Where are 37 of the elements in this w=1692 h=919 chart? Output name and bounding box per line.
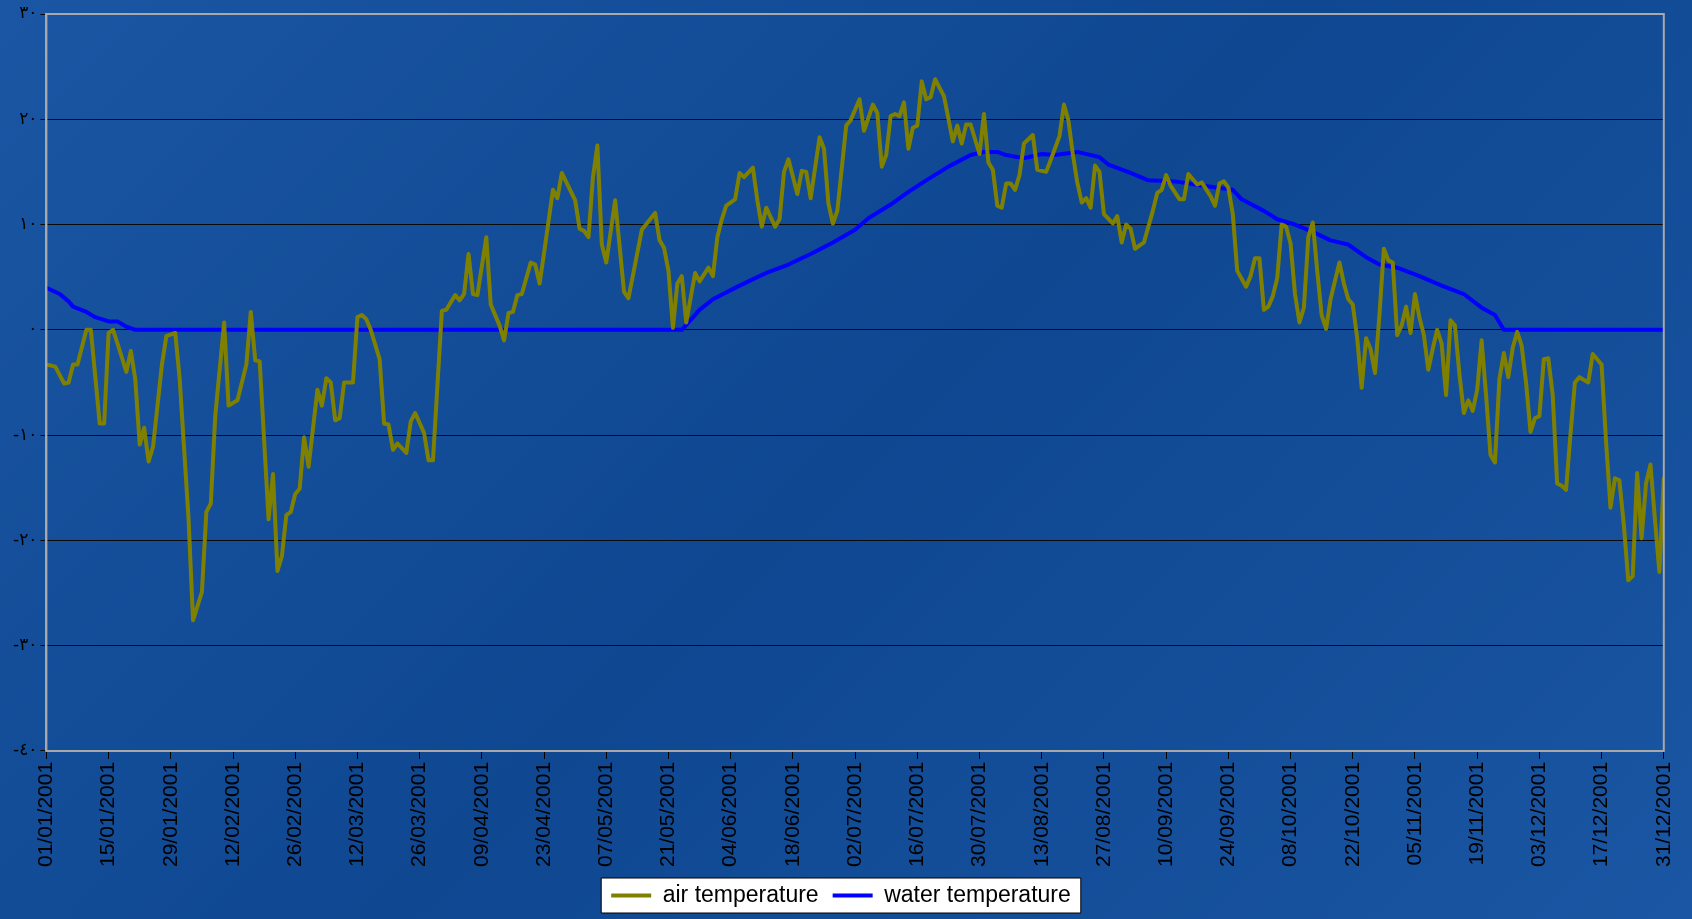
x-tick-label: 08/10/2001 [1277,761,1301,868]
y-tick-label: ٢٠ [19,107,38,128]
x-tick-label: 07/05/2001 [593,761,617,868]
x-tick-label: 18/06/2001 [779,761,803,868]
x-tick-label: 03/12/2001 [1526,761,1550,868]
y-tick-label: -٣٠ [12,634,38,655]
x-tick-label: 15/01/2001 [95,761,119,868]
y-tick-label: -٢٠ [12,528,38,549]
x-tick-label: 13/08/2001 [1028,761,1052,868]
x-tick-label: 01/01/2001 [33,761,57,868]
x-tick-label: 02/07/2001 [841,761,865,868]
y-tick-label: ١٠ [19,212,38,233]
x-tick-label: 23/04/2001 [530,761,554,868]
x-tick-label: 27/08/2001 [1090,761,1114,868]
x-tick-label: 04/06/2001 [717,761,741,868]
x-tick-label: 10/09/2001 [1152,761,1176,868]
x-tick-label: 29/01/2001 [157,761,181,868]
legend-label: water temperature [883,880,1071,907]
x-tick-label: 12/02/2001 [219,761,243,868]
x-tick-label: 31/12/2001 [1650,761,1674,868]
x-tick-label: 16/07/2001 [904,761,928,868]
x-tick-label: 17/12/2001 [1588,761,1612,868]
x-tick-label: 12/03/2001 [344,761,368,868]
legend-label: air temperature [662,880,819,907]
x-tick-label: 19/11/2001 [1463,761,1487,866]
x-tick-label: 26/02/2001 [282,761,306,868]
y-tick-label: ٣٠ [19,2,38,23]
x-tick-label: 24/09/2001 [1215,761,1239,868]
y-tick-label: -١٠ [12,423,38,444]
x-tick-label: 26/03/2001 [406,761,430,868]
x-tick-label: 21/05/2001 [655,761,679,868]
x-tick-label: 05/11/2001 [1401,761,1425,866]
y-tick-label: ٠ [28,318,38,339]
x-tick-label: 09/04/2001 [468,761,492,868]
y-tick-label: -٤٠ [12,739,38,760]
x-tick-label: 30/07/2001 [966,761,990,868]
x-tick-label: 22/10/2001 [1339,761,1363,868]
